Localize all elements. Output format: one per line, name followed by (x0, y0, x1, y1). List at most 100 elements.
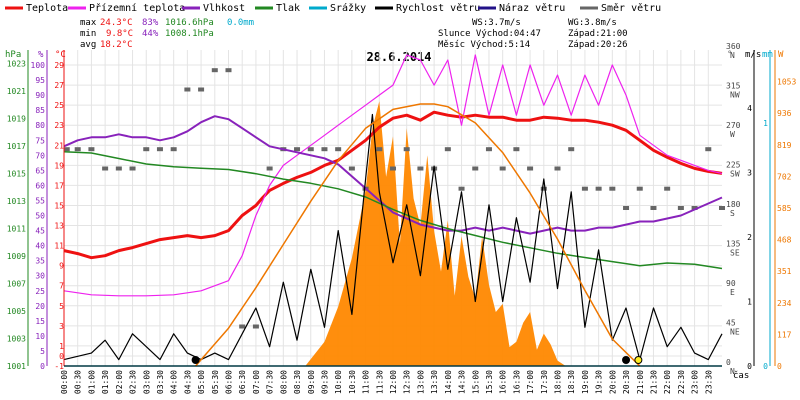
x-tick-label: 23:00 (691, 370, 700, 394)
x-tick-label: 01:30 (101, 370, 110, 394)
wind-direction-point (581, 186, 588, 191)
wind-direction-point (677, 206, 684, 210)
wind-direction-point (129, 166, 136, 171)
wind-direction-point (198, 87, 205, 92)
unit-degc: °C (55, 50, 66, 60)
legend-label-tlak: Tlak (276, 3, 300, 14)
radiation-tick-label: 351 (777, 267, 792, 276)
x-tick-label: 08:30 (293, 370, 302, 394)
wind-direction-point (239, 324, 246, 329)
x-tick-label: 10:00 (334, 370, 343, 394)
x-tick-label: 20:30 (622, 370, 631, 394)
radiation-tick-label: 1053 (777, 78, 796, 87)
wind-direction-point (335, 147, 342, 152)
series-layer (63, 54, 723, 367)
humidity-tick-label: 30 (35, 272, 45, 281)
series-line-vlhkost (63, 115, 723, 235)
x-tick-label: 23:30 (704, 370, 713, 394)
wind-direction-point (417, 166, 424, 171)
wind-direction-point (458, 186, 465, 191)
x-tick-label: 18:30 (567, 370, 576, 394)
unit-mm: mm (762, 50, 773, 60)
legend-label-smer: Směr větru (601, 2, 661, 14)
wind-speed-info: WS:3.7m/s (472, 18, 521, 28)
pressure-tick-label: 1009 (7, 252, 26, 261)
axes-layer: 1001100310051007100910111013101510171019… (7, 42, 797, 376)
humidity-tick-label: 5 (40, 347, 45, 356)
humidity-tick-label: 55 (35, 196, 45, 205)
x-tick-label: 07:30 (266, 370, 275, 394)
sunrise-info: Slunce Východ:04:47 (438, 29, 541, 39)
humidity-tick-label: 100 (31, 61, 46, 70)
series-line-teplota (63, 110, 723, 260)
temperature-tick-label: 17 (54, 181, 64, 190)
x-tick-label: 05:00 (197, 370, 206, 394)
wind-direction-point (321, 147, 328, 152)
unit-hpa: hPa (5, 50, 21, 60)
wind-direction-point (595, 186, 602, 191)
legend-label-teplota: Teplota (26, 3, 68, 14)
stats-block: max 24.3°C 83% 1016.6hPa 0.0mm min 9.8°C… (80, 18, 254, 50)
wind-direction-point (664, 186, 671, 191)
rain-tick-label: 0 (763, 362, 768, 371)
x-tick-label: 17:30 (540, 370, 549, 394)
radiation-tick-label: 702 (777, 172, 792, 181)
sunset-info: Západ:21:00 (568, 29, 628, 39)
wind-dir-tick-label: 360 (726, 42, 741, 51)
wind-direction-point (348, 166, 355, 171)
pressure-tick-label: 1019 (7, 115, 26, 124)
temperature-tick-label: 27 (54, 81, 64, 90)
radiation-tick-label: 0 (777, 362, 782, 371)
series-line-rychlost-v-tru (63, 113, 723, 361)
axis-units: hPa % °C ° m/s mm W čas (5, 50, 784, 381)
humidity-tick-label: 25 (35, 287, 45, 296)
x-tick-label: 12:30 (403, 370, 412, 394)
pressure-tick-label: 1023 (7, 60, 26, 69)
temperature-tick-label: -1 (54, 362, 64, 371)
temperature-tick-label: 25 (54, 101, 64, 110)
x-tick-label: 05:30 (211, 370, 220, 394)
temperature-tick-label: 9 (59, 262, 64, 271)
legend: Teplota Přízemní teplota Vlhkost Tlak Sr… (5, 2, 661, 14)
unit-w: W (778, 50, 784, 60)
x-tick-label: 14:00 (444, 370, 453, 394)
x-tick-label: 11:00 (362, 370, 371, 394)
wind-speed-tick-label: 1 (747, 298, 752, 307)
x-tick-label: 09:00 (307, 370, 316, 394)
x-tick-label: 20:00 (608, 370, 617, 394)
radiation-tick-label: 936 (777, 109, 792, 118)
x-tick-label: 02:30 (129, 370, 138, 394)
x-tick-label: 01:00 (87, 370, 96, 394)
stats-avg-label: avg (80, 40, 96, 50)
humidity-tick-label: 70 (35, 151, 45, 160)
x-tick-label: 04:30 (183, 370, 192, 394)
wind-direction-point (143, 147, 150, 152)
radiation-tick-label: 117 (777, 330, 792, 339)
x-tick-label: 02:00 (115, 370, 124, 394)
x-tick-label: 08:00 (279, 370, 288, 394)
wind-direction-point (88, 147, 95, 152)
humidity-tick-label: 85 (35, 106, 45, 115)
x-tick-label: 22:30 (677, 370, 686, 394)
x-tick-label: 16:30 (512, 370, 521, 394)
radiation-tick-label: 585 (777, 204, 792, 213)
humidity-tick-label: 10 (35, 332, 45, 341)
wind-dir-tick-label: 135 (726, 240, 741, 249)
wind-dir-tick-label: 225 (726, 161, 741, 170)
x-tick-label: 17:00 (526, 370, 535, 394)
legend-label-srazky: Srážky (330, 2, 366, 14)
legend-label-naraz: Náraz větru (499, 2, 565, 14)
chart-title: 28.6.2014 (366, 50, 431, 64)
x-tick-label: 07:00 (252, 370, 261, 394)
wind-direction-point (636, 186, 643, 191)
temperature-tick-label: 1 (59, 342, 64, 351)
wind-direction-point (74, 147, 81, 152)
x-tick-label: 15:30 (485, 370, 494, 394)
x-tick-label: 19:30 (595, 370, 604, 394)
wind-dir-compass-label: N (730, 51, 735, 60)
humidity-tick-label: 0 (40, 362, 45, 371)
stats-min-hum: 44% (142, 29, 159, 39)
temperature-tick-label: 11 (54, 242, 64, 251)
wind-speed-tick-label: 0 (747, 362, 752, 371)
